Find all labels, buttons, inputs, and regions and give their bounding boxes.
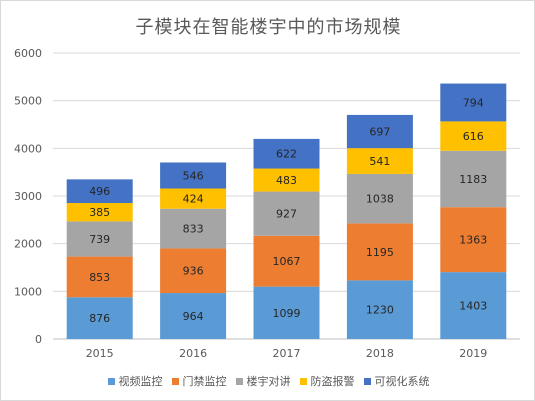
bar-segment — [346, 223, 413, 281]
data-label: 622 — [276, 148, 297, 161]
data-label: 1363 — [459, 234, 487, 247]
data-label: 697 — [369, 126, 390, 139]
legend-item: 可视化系统 — [363, 373, 430, 389]
bar-segment — [253, 286, 320, 339]
bar-segment — [160, 293, 227, 339]
legend-label: 楼宇对讲 — [246, 375, 291, 388]
legend-label: 门禁监控 — [182, 375, 227, 388]
bar-segment — [160, 208, 227, 249]
y-tick-label: 2000 — [14, 238, 42, 251]
x-tick-label: 2015 — [86, 347, 114, 360]
bar-segment — [346, 173, 413, 224]
bar-segment — [253, 191, 320, 236]
bar-segment — [160, 188, 227, 209]
data-label: 1183 — [459, 173, 487, 186]
legend-label: 视频监控 — [118, 375, 163, 388]
data-label: 1038 — [366, 193, 394, 206]
legend-swatch — [235, 377, 243, 385]
bar-segment — [66, 297, 133, 339]
bar-segment — [253, 138, 320, 169]
bar-segment — [66, 256, 133, 298]
y-tick-label: 0 — [35, 333, 42, 346]
data-label: 424 — [183, 193, 204, 206]
data-label: 936 — [183, 265, 204, 278]
legend-label: 防盗报警 — [310, 375, 355, 388]
data-label: 385 — [89, 206, 110, 219]
x-tick-label: 2019 — [459, 347, 487, 360]
bar-segment — [160, 248, 227, 294]
data-label: 833 — [183, 223, 204, 236]
bar-segment — [66, 221, 133, 257]
chart-legend: 视频监控 门禁监控 楼宇对讲 防盗报警 可视化系统 — [1, 373, 535, 389]
bar-segment — [253, 168, 320, 192]
bar-segment — [346, 114, 413, 149]
legend-item: 楼宇对讲 — [235, 373, 291, 389]
bar-segment — [66, 179, 133, 204]
bar-segment — [66, 203, 133, 222]
bar-segment — [253, 235, 320, 287]
y-tick-label: 6000 — [14, 47, 42, 60]
legend-item: 门禁监控 — [171, 373, 227, 389]
data-label: 794 — [463, 96, 484, 109]
x-tick-label: 2018 — [366, 347, 394, 360]
data-label: 927 — [276, 208, 297, 221]
bar-segment — [440, 83, 507, 122]
y-tick-label: 5000 — [14, 95, 42, 108]
data-label: 1099 — [273, 307, 301, 320]
data-label: 1230 — [366, 304, 394, 317]
data-label: 964 — [183, 310, 204, 323]
data-label: 853 — [89, 271, 110, 284]
data-label: 739 — [89, 233, 110, 246]
data-label: 1403 — [459, 300, 487, 313]
legend-swatch — [107, 377, 115, 385]
bar-segment — [440, 272, 507, 339]
bar-segment — [160, 162, 227, 189]
y-tick-label: 1000 — [14, 285, 42, 298]
data-label: 616 — [463, 130, 484, 143]
legend-swatch — [171, 377, 179, 385]
legend-swatch — [299, 377, 307, 385]
data-label: 1195 — [366, 246, 394, 259]
legend-swatch — [363, 377, 371, 385]
bar-segment — [440, 207, 507, 273]
data-label: 496 — [89, 185, 110, 198]
data-label: 541 — [369, 155, 390, 168]
bar-segment — [440, 121, 507, 151]
legend-label: 可视化系统 — [374, 375, 430, 388]
bar-segment — [346, 148, 413, 174]
legend-item: 防盗报警 — [299, 373, 355, 389]
chart-title: 子模块在智能楼宇中的市场规模 — [135, 17, 402, 38]
bar-segment — [346, 280, 413, 339]
legend-item: 视频监控 — [107, 373, 163, 389]
x-tick-label: 2017 — [273, 347, 301, 360]
data-label: 546 — [183, 170, 204, 183]
data-label: 1067 — [273, 255, 301, 268]
data-label: 876 — [89, 312, 110, 325]
y-tick-label: 3000 — [14, 190, 42, 203]
x-tick-label: 2016 — [179, 347, 207, 360]
y-tick-label: 4000 — [14, 142, 42, 155]
bar-segment — [440, 150, 507, 208]
data-label: 483 — [276, 174, 297, 187]
